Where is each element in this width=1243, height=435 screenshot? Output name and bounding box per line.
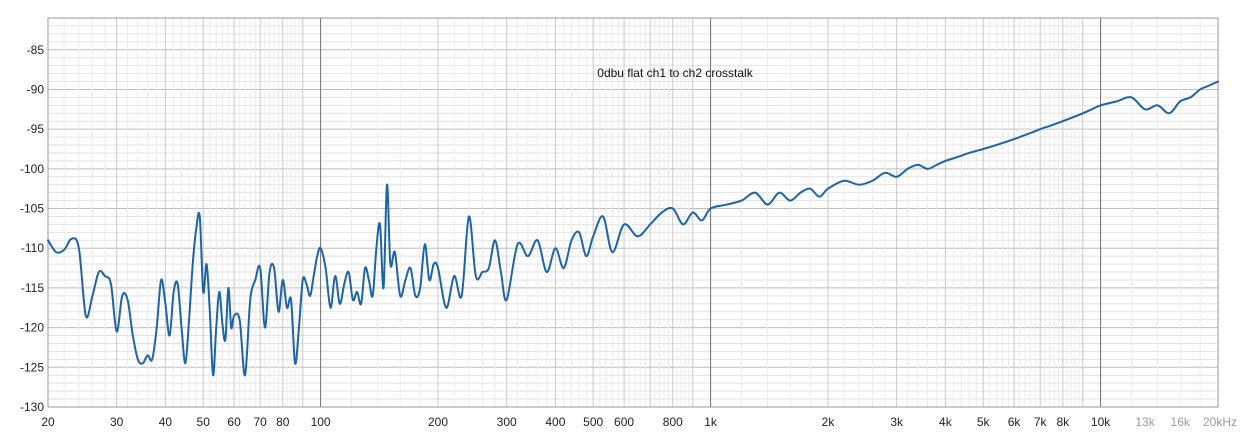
y-tick-label: -115 bbox=[21, 281, 44, 295]
x-tick-label: 1k bbox=[704, 415, 718, 429]
y-tick-label: -105 bbox=[20, 202, 44, 216]
x-tick-label: 6k bbox=[1008, 415, 1022, 429]
crosstalk-series-line bbox=[47, 80, 1219, 377]
x-tick-label: 100 bbox=[311, 415, 331, 429]
x-tick-label: 40 bbox=[159, 415, 173, 429]
x-tick-label: 600 bbox=[614, 415, 634, 429]
x-tick-label: 200 bbox=[428, 415, 448, 429]
x-tick-label: 4k bbox=[939, 415, 953, 429]
y-tick-label: -85 bbox=[27, 43, 45, 57]
x-tick-label: 10k bbox=[1091, 415, 1111, 429]
x-tick-label: 30 bbox=[110, 415, 124, 429]
y-axis: -85 -90 -95 -100 -105 -110 -115 -120 -125 -130 bbox=[20, 43, 44, 414]
x-tick-label: 3k bbox=[890, 415, 904, 429]
chart-title: 0dbu flat ch1 to ch2 crosstalk bbox=[597, 66, 753, 80]
y-tick-label: -95 bbox=[27, 122, 45, 136]
x-tick-label: 800 bbox=[663, 415, 683, 429]
x-axis: 20 30 40 50 60 70 80 100 200 300 400 500 600 800 1k 2k 3… bbox=[41, 415, 1237, 429]
x-tick-label: 20 bbox=[41, 415, 55, 429]
y-tick-label: -120 bbox=[20, 321, 44, 335]
x-tick-label: 70 bbox=[254, 415, 268, 429]
x-tick-label: 500 bbox=[583, 415, 603, 429]
x-tick-label: 13k bbox=[1135, 415, 1155, 429]
x-tick-label: 2k bbox=[822, 415, 836, 429]
plot-frame bbox=[47, 17, 1219, 408]
x-tick-label: 50 bbox=[197, 415, 211, 429]
x-tick-label: 300 bbox=[497, 415, 517, 429]
x-tick-label: 60 bbox=[227, 415, 241, 429]
grid bbox=[47, 17, 1219, 408]
y-tick-label: -130 bbox=[20, 400, 44, 414]
x-tick-label: 7k bbox=[1034, 415, 1048, 429]
x-tick-label: 80 bbox=[276, 415, 290, 429]
y-tick-label: -100 bbox=[20, 162, 44, 176]
x-tick-label: 16k bbox=[1171, 415, 1191, 429]
y-tick-label: -90 bbox=[27, 82, 45, 96]
x-tick-label: 8k bbox=[1056, 415, 1070, 429]
x-tick-label: 5k bbox=[977, 415, 991, 429]
y-tick-label: -110 bbox=[21, 241, 44, 255]
x-tick-label: 20kHz bbox=[1203, 415, 1237, 429]
y-tick-label: -125 bbox=[20, 360, 44, 374]
x-tick-label: 400 bbox=[545, 415, 565, 429]
